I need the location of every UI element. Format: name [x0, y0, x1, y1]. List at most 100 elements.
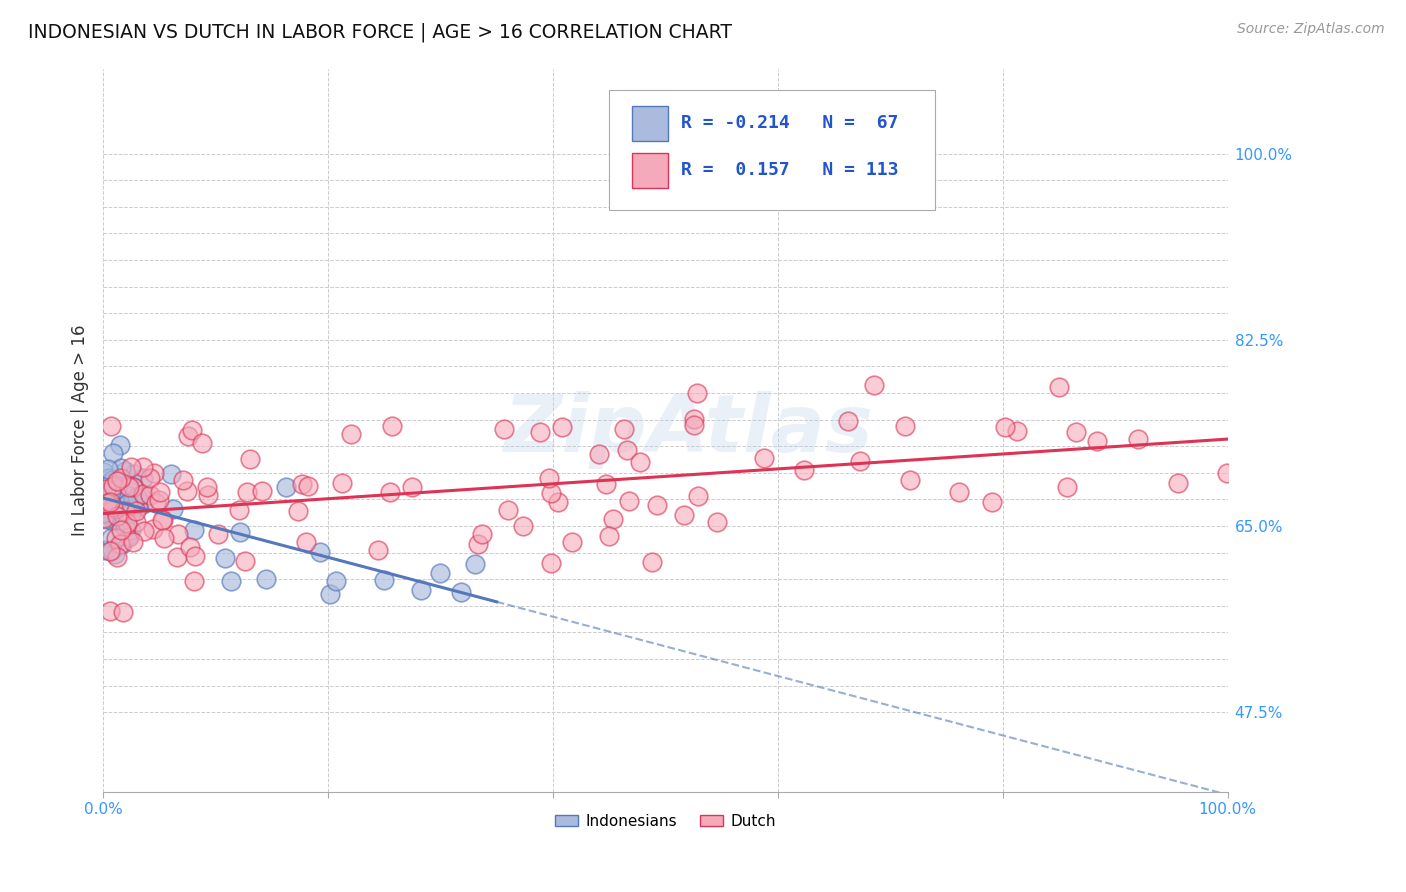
- Point: [93, 506, 115, 520]
- Point: [132, 497, 155, 511]
- Text: Source: ZipAtlas.com: Source: ZipAtlas.com: [1237, 22, 1385, 37]
- Point: [104, 498, 127, 512]
- Point: [540, 557, 562, 571]
- Point: [100, 508, 122, 523]
- Point: [429, 566, 451, 580]
- Text: R =  0.157   N = 113: R = 0.157 N = 113: [681, 161, 898, 178]
- Point: [598, 529, 620, 543]
- Point: [640, 555, 662, 569]
- Point: [115, 516, 138, 530]
- Point: [166, 550, 188, 565]
- Point: [1007, 424, 1029, 438]
- Point: [125, 490, 148, 504]
- Point: [103, 491, 125, 506]
- Point: [183, 574, 205, 588]
- Point: [129, 488, 152, 502]
- Point: [239, 451, 262, 466]
- Point: [145, 496, 167, 510]
- Point: [105, 475, 128, 489]
- Point: [93, 466, 115, 480]
- Point: [93, 511, 115, 525]
- Point: [114, 464, 136, 478]
- Point: [228, 525, 250, 540]
- Point: [115, 488, 138, 502]
- Point: [980, 495, 1002, 509]
- Point: [254, 572, 277, 586]
- Point: [103, 485, 125, 500]
- Point: [96, 504, 118, 518]
- Point: [97, 476, 120, 491]
- Point: [139, 470, 162, 484]
- Point: [142, 522, 165, 536]
- Point: [114, 504, 136, 518]
- Point: [948, 485, 970, 500]
- Bar: [631, 153, 668, 188]
- Point: [120, 523, 142, 537]
- Point: [93, 484, 115, 499]
- Point: [551, 420, 574, 434]
- Point: [613, 422, 636, 436]
- Point: [105, 531, 128, 545]
- Point: [529, 425, 551, 440]
- Point: [233, 554, 256, 568]
- Point: [160, 467, 183, 481]
- Point: [683, 417, 706, 432]
- Point: [97, 496, 120, 510]
- Point: [98, 495, 121, 509]
- Point: [294, 534, 316, 549]
- Point: [994, 420, 1017, 434]
- Point: [117, 496, 139, 510]
- Point: [101, 478, 124, 492]
- Point: [195, 479, 218, 493]
- Point: [862, 378, 884, 392]
- Point: [148, 492, 170, 507]
- Point: [588, 447, 610, 461]
- Point: [132, 460, 155, 475]
- Text: R = -0.214   N =  67: R = -0.214 N = 67: [681, 114, 898, 132]
- Point: [96, 496, 118, 510]
- Point: [898, 473, 921, 487]
- Point: [381, 418, 404, 433]
- Point: [401, 480, 423, 494]
- Point: [176, 483, 198, 498]
- Point: [297, 479, 319, 493]
- Point: [120, 459, 142, 474]
- Point: [101, 514, 124, 528]
- Point: [100, 531, 122, 545]
- Point: [686, 386, 709, 401]
- Point: [103, 500, 125, 514]
- Y-axis label: In Labor Force | Age > 16: In Labor Force | Age > 16: [72, 325, 89, 536]
- Point: [110, 474, 132, 488]
- Point: [152, 513, 174, 527]
- Point: [96, 482, 118, 496]
- Point: [752, 451, 775, 466]
- Point: [595, 476, 617, 491]
- Point: [93, 491, 115, 506]
- Point: [118, 530, 141, 544]
- Point: [110, 536, 132, 550]
- Text: INDONESIAN VS DUTCH IN LABOR FORCE | AGE > 16 CORRELATION CHART: INDONESIAN VS DUTCH IN LABOR FORCE | AGE…: [28, 22, 733, 42]
- Bar: [631, 106, 668, 141]
- Point: [207, 526, 229, 541]
- Point: [110, 461, 132, 475]
- Point: [98, 543, 121, 558]
- Point: [105, 550, 128, 565]
- Point: [706, 515, 728, 529]
- Point: [450, 585, 472, 599]
- Point: [153, 531, 176, 545]
- Point: [132, 524, 155, 538]
- Point: [122, 467, 145, 482]
- Point: [98, 604, 121, 618]
- Point: [125, 504, 148, 518]
- Point: [250, 484, 273, 499]
- Point: [132, 487, 155, 501]
- Point: [894, 419, 917, 434]
- Point: [104, 547, 127, 561]
- Point: [619, 493, 641, 508]
- Point: [112, 605, 135, 619]
- Point: [837, 414, 859, 428]
- Point: [101, 473, 124, 487]
- Point: [1056, 480, 1078, 494]
- Point: [93, 543, 115, 558]
- Point: [409, 582, 432, 597]
